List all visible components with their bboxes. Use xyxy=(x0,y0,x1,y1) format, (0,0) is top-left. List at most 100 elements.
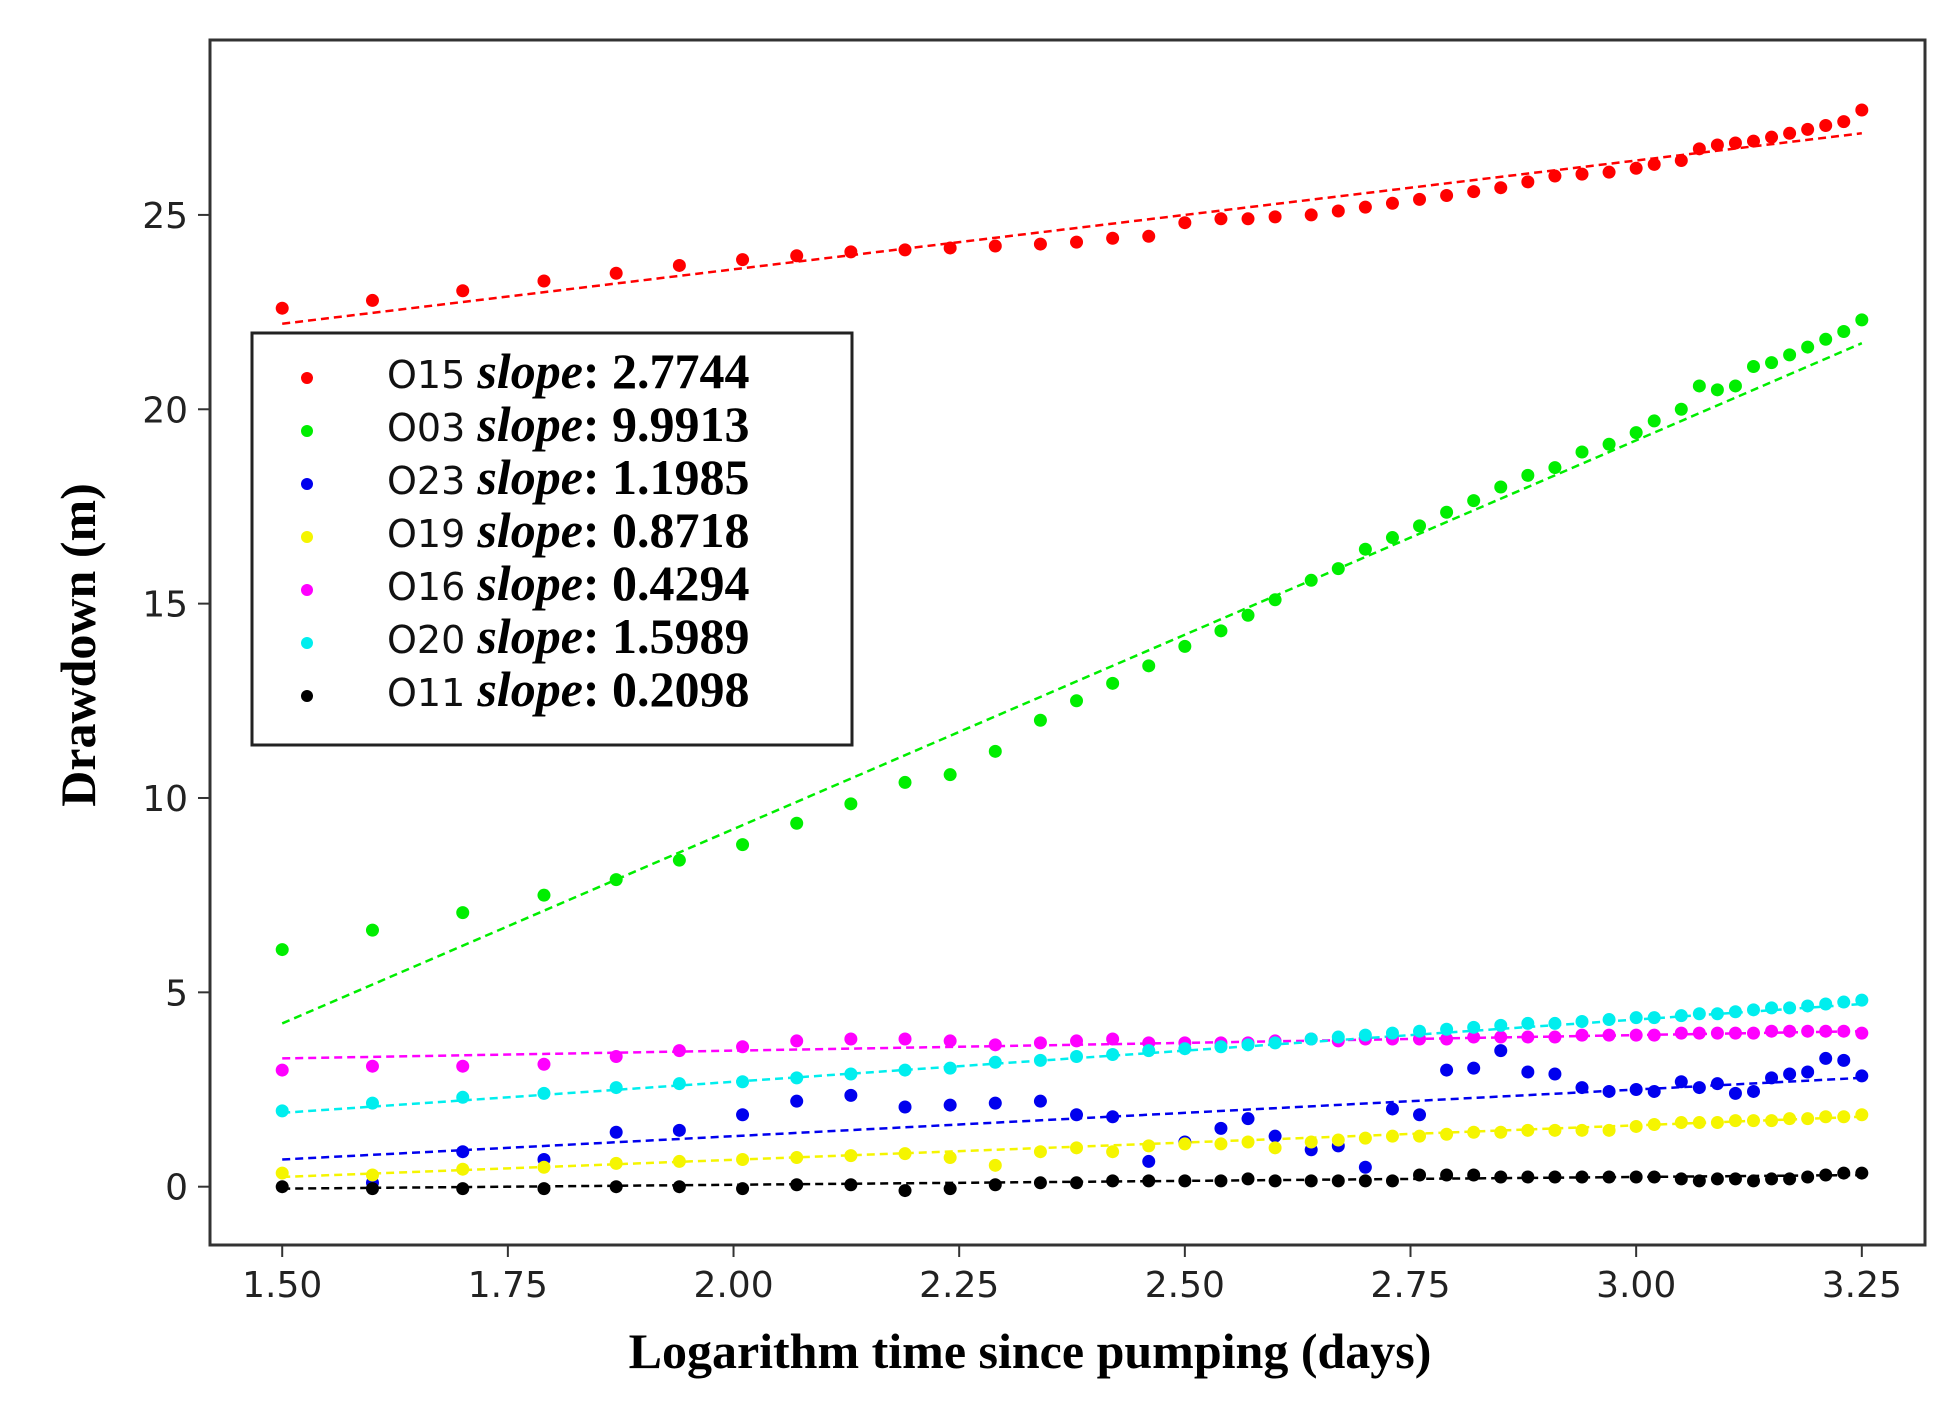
point-o23 xyxy=(1413,1108,1427,1122)
point-o20 xyxy=(1747,1003,1760,1017)
point-o23 xyxy=(1070,1108,1084,1122)
legend-slope-value: : 1.1985 xyxy=(583,449,750,505)
point-o03 xyxy=(1268,593,1282,607)
point-o20 xyxy=(456,1090,470,1104)
point-o11 xyxy=(1801,1170,1815,1184)
point-o20 xyxy=(1692,1007,1706,1021)
point-o23 xyxy=(1268,1129,1282,1143)
point-o23 xyxy=(1674,1075,1688,1089)
point-o19 xyxy=(1647,1118,1661,1131)
point-o11 xyxy=(275,1180,289,1194)
point-o15 xyxy=(609,266,623,280)
point-o16 xyxy=(1674,1026,1688,1040)
fit-line-o16 xyxy=(282,1029,1862,1060)
point-o20 xyxy=(1241,1038,1255,1052)
point-o20 xyxy=(1728,1005,1742,1019)
point-o15 xyxy=(1647,157,1661,171)
legend-slope-value: : 0.8718 xyxy=(583,502,750,558)
point-o23 xyxy=(1548,1067,1562,1081)
point-o23 xyxy=(898,1100,912,1114)
point-o20 xyxy=(537,1086,551,1100)
x-tick-label: 1.50 xyxy=(242,1265,322,1306)
point-o03 xyxy=(1440,505,1454,519)
point-o20 xyxy=(1214,1040,1228,1054)
point-o03 xyxy=(1837,325,1851,339)
legend-slope-word: slope xyxy=(476,343,583,399)
point-o19 xyxy=(1855,1108,1869,1122)
point-o23 xyxy=(1241,1112,1255,1126)
point-o23 xyxy=(1747,1084,1760,1098)
point-o11 xyxy=(1070,1176,1084,1190)
point-o15 xyxy=(1728,136,1742,150)
point-o23 xyxy=(1837,1053,1851,1067)
point-o23 xyxy=(1783,1067,1797,1081)
point-o19 xyxy=(898,1147,912,1161)
point-o19 xyxy=(1548,1123,1562,1137)
point-o03 xyxy=(1747,360,1760,374)
point-o19 xyxy=(537,1160,551,1174)
point-o19 xyxy=(1494,1125,1508,1139)
point-o15 xyxy=(1241,212,1255,226)
point-o19 xyxy=(1783,1112,1797,1126)
point-o23 xyxy=(456,1145,470,1159)
y-tick-label: 10 xyxy=(142,779,188,820)
legend-series-name: O19 xyxy=(387,512,477,556)
point-o15 xyxy=(1413,192,1427,206)
point-o19 xyxy=(1765,1114,1779,1128)
y-tick-label: 15 xyxy=(142,585,188,626)
point-o16 xyxy=(844,1032,858,1046)
point-o16 xyxy=(790,1034,804,1048)
point-o23 xyxy=(1142,1154,1156,1168)
point-o11 xyxy=(1214,1174,1228,1188)
point-o15 xyxy=(1385,196,1399,210)
point-o15 xyxy=(1801,122,1815,136)
point-o15 xyxy=(1819,119,1833,133)
point-o19 xyxy=(1602,1123,1616,1137)
point-o23 xyxy=(1765,1071,1779,1085)
point-o19 xyxy=(672,1154,686,1168)
point-o23 xyxy=(736,1108,750,1122)
fit-line-o23 xyxy=(282,1076,1862,1161)
point-o03 xyxy=(365,923,379,937)
point-o03 xyxy=(1855,313,1869,327)
point-o03 xyxy=(1548,461,1562,475)
point-o11 xyxy=(1331,1174,1345,1188)
point-o23 xyxy=(672,1123,686,1137)
point-o19 xyxy=(1331,1133,1345,1147)
point-o19 xyxy=(1747,1114,1760,1128)
legend-entry-o11: O11 slope: 0.2098 xyxy=(387,661,750,717)
legend-slope-word: slope xyxy=(476,502,583,558)
point-o16 xyxy=(1467,1030,1481,1044)
point-o16 xyxy=(672,1044,686,1058)
x-tick-label: 2.00 xyxy=(693,1265,773,1306)
point-o19 xyxy=(1710,1116,1724,1130)
point-o20 xyxy=(1268,1036,1282,1050)
point-o19 xyxy=(736,1152,750,1166)
point-o15 xyxy=(1521,175,1535,189)
point-o20 xyxy=(1548,1016,1562,1030)
point-o16 xyxy=(1575,1028,1589,1042)
point-o11 xyxy=(943,1182,957,1196)
point-o19 xyxy=(1178,1137,1192,1151)
legend-series-name: O15 xyxy=(387,353,477,397)
point-o19 xyxy=(1837,1110,1851,1124)
legend-entry-o19: O19 slope: 0.8718 xyxy=(387,502,750,558)
point-o20 xyxy=(988,1055,1002,1069)
point-o03 xyxy=(1629,426,1643,440)
point-o15 xyxy=(1304,208,1318,222)
point-o19 xyxy=(1467,1125,1481,1139)
legend-marker-o23 xyxy=(301,478,313,490)
point-o20 xyxy=(1304,1032,1318,1046)
point-o15 xyxy=(1178,216,1192,230)
y-axis-title: Drawdown (m) xyxy=(50,483,106,807)
point-o20 xyxy=(1521,1016,1535,1030)
point-o15 xyxy=(1837,115,1851,129)
point-o20 xyxy=(1142,1044,1156,1058)
point-o11 xyxy=(1494,1170,1508,1184)
point-o16 xyxy=(898,1032,912,1046)
point-o20 xyxy=(1385,1026,1399,1040)
point-o15 xyxy=(1692,142,1706,156)
point-o16 xyxy=(943,1034,957,1048)
point-o20 xyxy=(943,1061,957,1075)
